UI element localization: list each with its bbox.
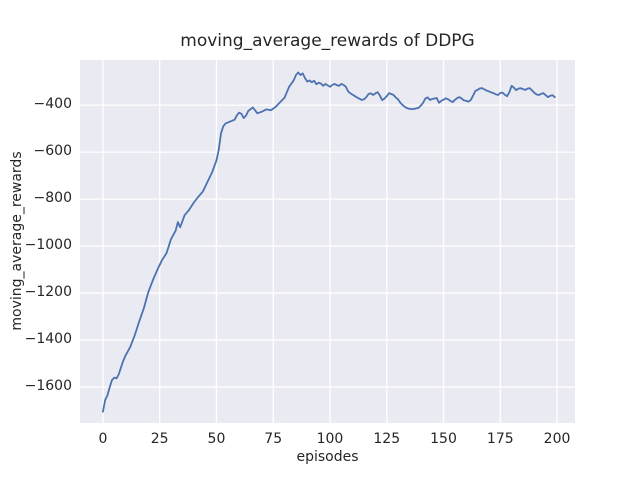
line-chart: [80, 60, 575, 423]
y-tick-label: −600: [33, 143, 72, 160]
y-axis-label: moving_average_rewards: [9, 151, 25, 331]
x-axis-label: episodes: [296, 449, 359, 465]
x-tick-label: 100: [316, 431, 344, 447]
chart-title: moving_average_rewards of DDPG: [180, 31, 475, 51]
plot-area: [80, 60, 575, 423]
y-tick-label: −800: [33, 190, 72, 207]
x-tick-label: 125: [373, 431, 401, 447]
y-tick-label: −400: [33, 96, 72, 113]
x-tick-label: 75: [264, 431, 283, 447]
y-tick-label: −1000: [24, 237, 72, 254]
x-tick-label: 25: [150, 431, 169, 447]
y-tick-label: −1600: [24, 378, 72, 395]
x-tick-label: 150: [430, 431, 457, 447]
x-tick-label: 175: [486, 431, 514, 447]
x-tick-label: 0: [98, 431, 108, 447]
x-tick-label: 200: [543, 431, 571, 447]
data-line-moving_average_rewards: [102, 71, 556, 413]
x-tick-label: 50: [207, 431, 226, 447]
y-tick-label: −1200: [24, 284, 72, 301]
y-tick-label: −1400: [24, 331, 72, 348]
